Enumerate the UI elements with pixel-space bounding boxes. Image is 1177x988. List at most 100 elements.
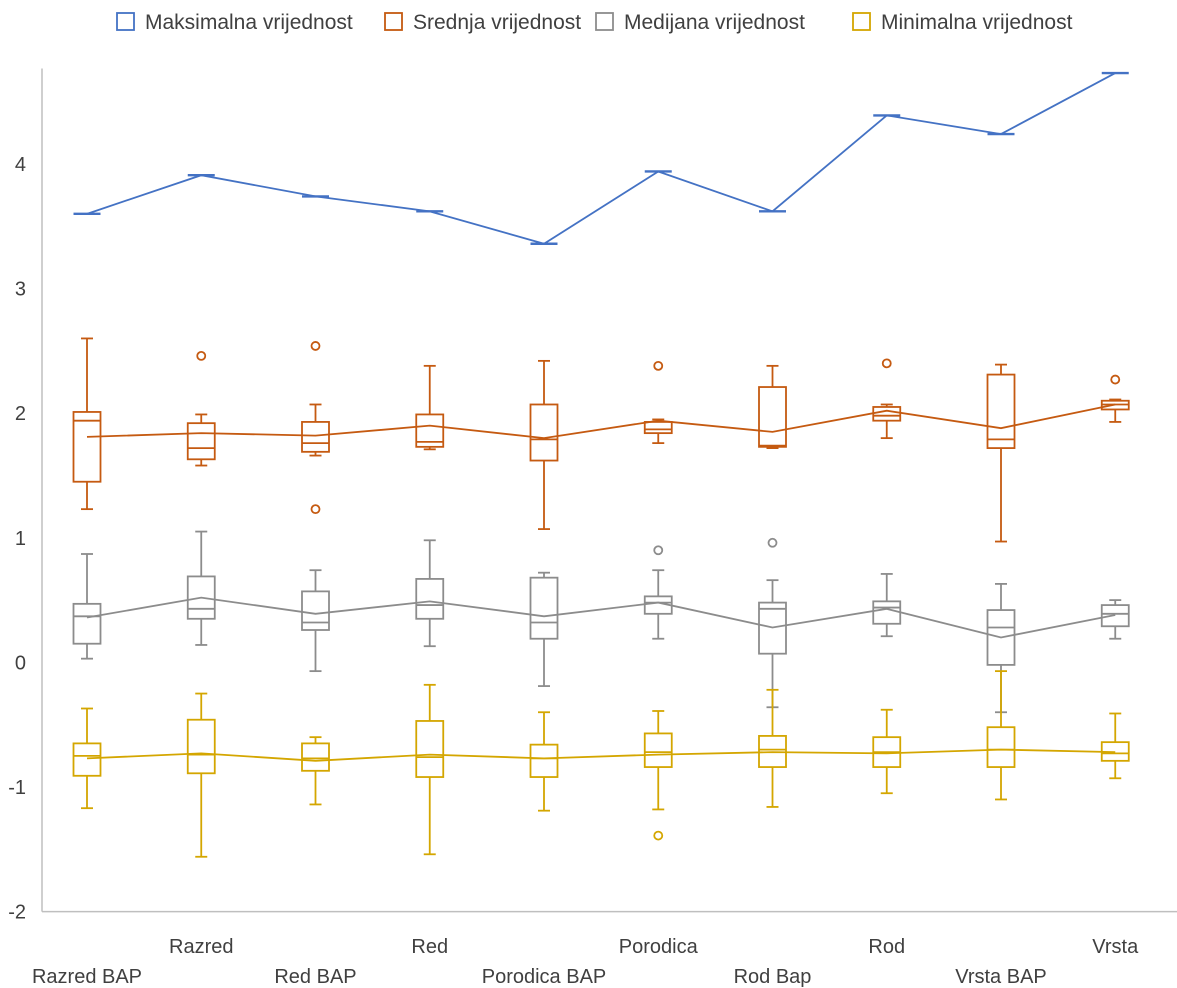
box-body: [186, 718, 216, 775]
box-body: [986, 726, 1016, 768]
y-tick-label: 0: [15, 652, 26, 674]
mean-line: [86, 72, 1116, 245]
box-body: [529, 576, 559, 640]
outlier-point: [1110, 374, 1121, 385]
outlier-point: [767, 537, 778, 548]
box-body: [301, 421, 330, 453]
box: [415, 364, 445, 451]
outlier-point: [310, 341, 321, 351]
x-category-label: Rod: [868, 936, 905, 958]
y-tick-label: -1: [8, 777, 26, 799]
box: [643, 710, 673, 841]
x-axis: Razred BAP Razred Red BAP Red Porodica BAP Po…: [32, 910, 1177, 988]
box-body: [643, 421, 673, 435]
x-category-label: Rod Bap: [734, 966, 812, 988]
x-category-label: Vrsta: [1092, 936, 1139, 958]
x-category-label: Porodica: [619, 936, 699, 958]
legend: Maksimalna vrijednost Srednja vrijednost M…: [116, 11, 1073, 34]
box-body: [872, 406, 902, 422]
legend-label: Maksimalna vrijednost: [145, 11, 353, 34]
x-category-label: Razred: [169, 936, 233, 958]
box-body: [872, 600, 902, 625]
legend-swatch: [595, 12, 614, 31]
box-body: [643, 732, 673, 768]
box: [529, 359, 559, 530]
box: [301, 569, 330, 673]
series-2: [72, 530, 1130, 714]
box-body: [186, 575, 216, 620]
box: [758, 688, 787, 808]
legend-label: Minimalna vrijednost: [881, 11, 1073, 34]
box-body: [758, 386, 787, 448]
box: [415, 683, 445, 856]
legend-swatch: [116, 12, 135, 31]
box: [529, 711, 559, 812]
plot-area: [72, 71, 1130, 858]
box: [186, 350, 216, 467]
box: [758, 537, 787, 709]
box: [72, 553, 102, 660]
box: [986, 363, 1016, 543]
box-body: [415, 720, 445, 778]
outlier-point: [310, 504, 321, 515]
box: [643, 360, 673, 445]
legend-label: Medijana vrijednost: [624, 11, 805, 34]
series-1: [72, 337, 1130, 543]
legend-label: Srednja vrijednost: [413, 11, 581, 34]
y-tick-label: 1: [15, 528, 26, 550]
box: [72, 707, 102, 810]
box: [415, 539, 445, 648]
box: [186, 692, 216, 858]
mean-line: [86, 596, 1116, 639]
x-category-label: Razred BAP: [32, 966, 142, 988]
y-axis: 4 3 2 1 0 -1 -2: [8, 68, 43, 924]
box: [529, 571, 559, 687]
outlier-point: [881, 358, 892, 369]
box: [872, 358, 902, 440]
box: [1100, 599, 1130, 640]
outlier-point: [196, 350, 207, 361]
series-0: [73, 71, 1129, 245]
y-tick-label: -2: [8, 902, 26, 924]
legend-item: Medijana vrijednost: [595, 11, 805, 34]
legend-item: Maksimalna vrijednost: [116, 11, 353, 34]
box: [643, 545, 673, 640]
mean-line: [86, 748, 1116, 762]
x-category-label: Red: [411, 936, 448, 958]
box-body: [758, 601, 787, 655]
box: [186, 530, 216, 646]
box-body: [529, 743, 559, 778]
x-category-label: Vrsta BAP: [955, 966, 1047, 988]
box: [1100, 712, 1130, 780]
box-body: [986, 373, 1016, 449]
outlier-point: [653, 360, 664, 371]
outlier-point: [653, 830, 664, 841]
box: [986, 670, 1016, 801]
mean-line: [86, 403, 1116, 440]
outlier-point: [653, 545, 664, 556]
legend-item: Minimalna vrijednost: [852, 11, 1073, 34]
box: [1100, 374, 1130, 423]
y-tick-label: 2: [15, 403, 26, 425]
x-category-label: Porodica BAP: [482, 966, 607, 988]
series-3: [72, 670, 1130, 858]
box: [301, 341, 330, 515]
box-body: [301, 742, 330, 772]
legend-item: Srednja vrijednost: [384, 11, 581, 34]
box-body: [72, 411, 102, 483]
box-body: [301, 590, 330, 631]
box: [872, 708, 902, 795]
y-tick-label: 4: [15, 154, 26, 176]
box: [72, 337, 102, 511]
box-body: [72, 602, 102, 645]
x-category-label: Red BAP: [274, 966, 356, 988]
box: [301, 736, 330, 806]
box-body: [529, 403, 559, 462]
y-tick-label: 3: [15, 279, 26, 301]
box: [872, 573, 902, 638]
box-body: [186, 422, 216, 461]
box: [758, 364, 787, 449]
box-body: [72, 742, 102, 777]
legend-swatch: [384, 12, 403, 31]
